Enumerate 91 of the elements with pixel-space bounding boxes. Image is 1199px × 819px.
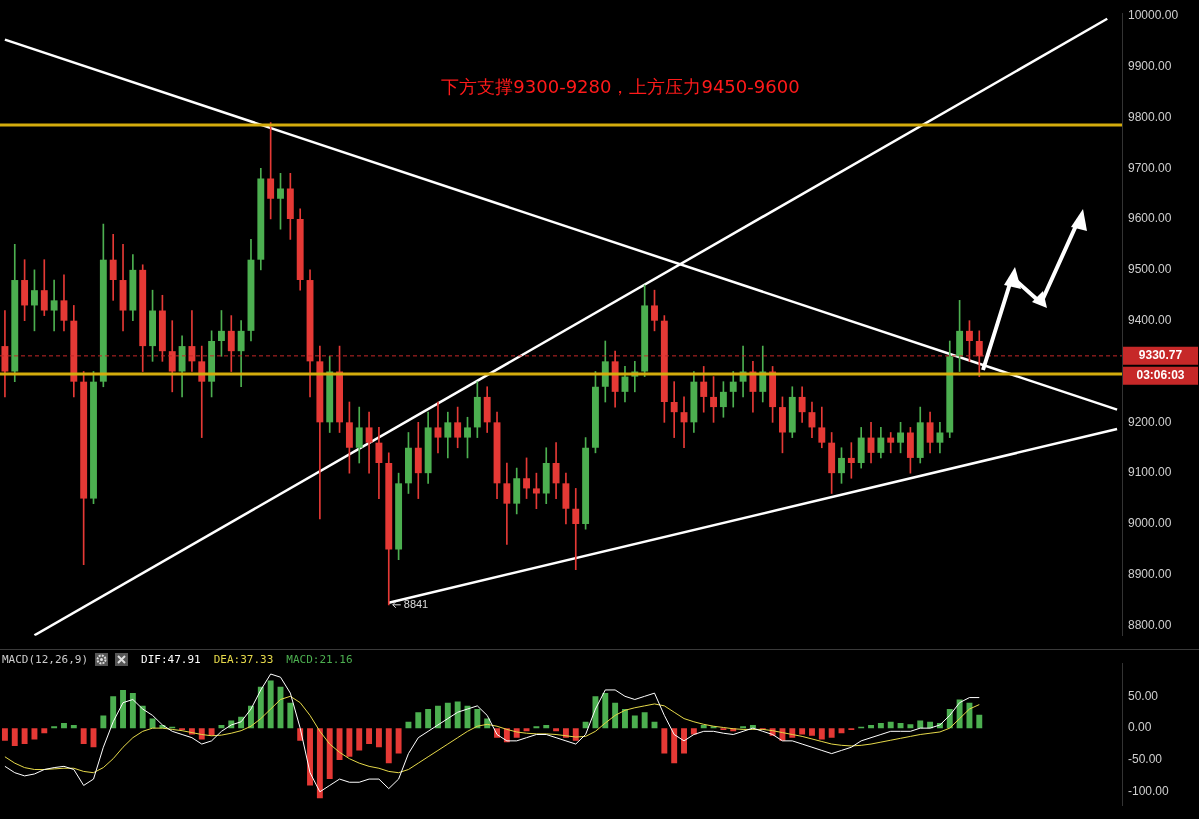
candlestick: [503, 462, 511, 545]
series-label: MACD:21.16: [286, 653, 353, 666]
candlestick: [572, 488, 580, 571]
bar: [257, 686, 264, 729]
bar: [356, 728, 363, 751]
bar: [31, 728, 38, 740]
bar: [661, 728, 668, 754]
bar: [966, 702, 973, 729]
bar: [139, 705, 146, 729]
y-tick-label: 9100.00: [1128, 465, 1172, 480]
bar: [80, 728, 87, 745]
bar: [336, 728, 343, 760]
bar: [100, 715, 107, 729]
candlestick: [188, 310, 196, 372]
bar: [366, 728, 373, 745]
bar: [474, 709, 481, 729]
y-tick-label: 10000.00: [1128, 8, 1179, 23]
candlestick: [50, 279, 58, 332]
y-tick-label: 9800.00: [1128, 109, 1172, 124]
bar: [454, 701, 461, 729]
bar: [267, 680, 274, 729]
bar: [681, 728, 687, 754]
bar: [622, 709, 628, 729]
y-tick-label: 9500.00: [1128, 262, 1172, 277]
ref-line-label: 9330.77: [1138, 348, 1183, 363]
bar: [425, 709, 432, 729]
bar: [749, 724, 756, 729]
chart-title: MACD(12,26,9): [2, 653, 89, 666]
candlestick: [887, 432, 895, 454]
bar: [11, 728, 18, 746]
bar: [395, 728, 402, 754]
bar: [543, 724, 550, 729]
bar: [592, 696, 599, 729]
bar: [70, 724, 77, 729]
bar: [405, 721, 412, 729]
bar: [385, 728, 392, 764]
bar: [287, 702, 294, 729]
text: DEA:37.33: [213, 653, 274, 666]
bar: [602, 693, 609, 729]
bar: [907, 724, 914, 729]
bar: [877, 723, 884, 729]
bar: [326, 728, 333, 780]
y-tick-label: -100.00: [1128, 784, 1170, 799]
y-tick-label: 8800.00: [1128, 617, 1172, 632]
candlestick: [198, 345, 206, 438]
bar: [553, 728, 560, 732]
y-tick-label: 9200.00: [1128, 414, 1172, 429]
annotation: 下方支撑9300-9280，上方压力9450-9600: [441, 75, 800, 97]
text: DIF:47.91: [141, 653, 201, 666]
bar: [976, 714, 983, 729]
y-tick-label: 9700.00: [1128, 160, 1172, 175]
bar: [828, 728, 835, 738]
y-tick-label: 9000.00: [1128, 516, 1172, 531]
bar: [435, 705, 441, 729]
bar: [129, 693, 136, 729]
bar: [218, 724, 225, 729]
bar: [120, 689, 126, 729]
bar: [809, 728, 815, 736]
y-tick-label: -50.00: [1128, 752, 1163, 767]
y-tick-label: 9400.00: [1128, 313, 1172, 327]
y-tick-label: 9600.00: [1128, 211, 1172, 226]
candlestick: [434, 401, 442, 454]
bar: [61, 723, 67, 729]
bar: [41, 728, 48, 734]
text: 03:06:03: [1136, 368, 1185, 383]
bar: [444, 702, 451, 729]
y-tick-label: 50.00: [1128, 688, 1159, 703]
y-tick-label: 9900.00: [1128, 58, 1172, 73]
bar: [799, 728, 806, 735]
bar: [887, 721, 894, 729]
candlestick: [670, 381, 678, 438]
bar: [1, 728, 8, 741]
bar: [346, 728, 353, 757]
bar: [316, 728, 323, 799]
bar: [375, 728, 382, 748]
bar: [415, 712, 422, 729]
bar: [612, 702, 619, 729]
bar: [897, 723, 904, 729]
bar: [917, 720, 924, 729]
bar: [21, 728, 28, 745]
bar: [523, 728, 530, 732]
bar: [631, 715, 638, 729]
y-tick-label: 8900.00: [1128, 567, 1172, 582]
bar: [868, 724, 874, 729]
annotation: 8841: [403, 597, 429, 610]
bar: [641, 712, 648, 729]
bar: [110, 696, 117, 729]
bar: [818, 728, 825, 740]
y-tick-label: 0.00: [1128, 720, 1152, 735]
bar: [307, 728, 313, 786]
bar: [671, 728, 678, 764]
